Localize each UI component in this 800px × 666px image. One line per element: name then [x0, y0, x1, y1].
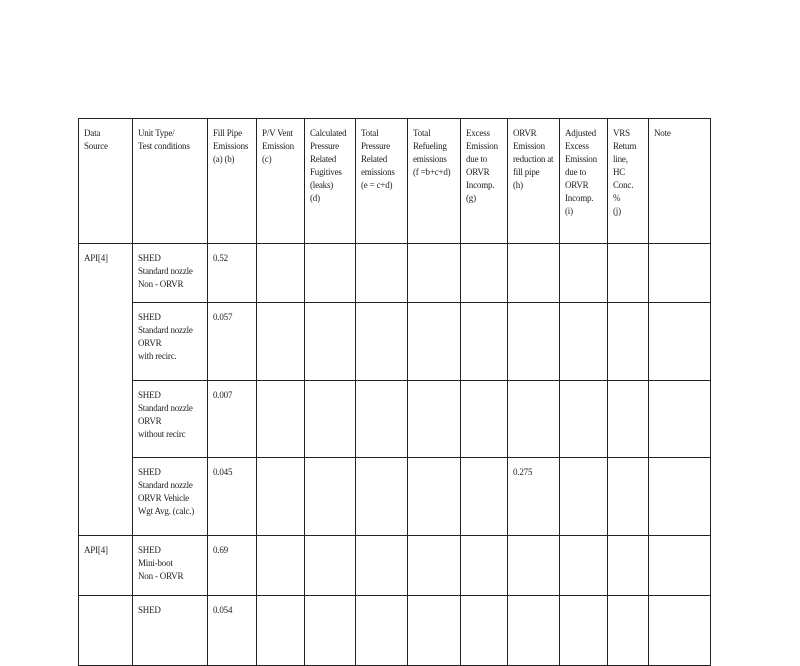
orvr-reduction-cell [507, 595, 560, 666]
table-row: SHED Standard nozzle ORVR without recirc… [79, 380, 711, 458]
unit-type-cell: SHED Standard nozzle ORVR Vehicle Wgt Av… [132, 457, 208, 536]
header-cell: VRS Return line, HC Conc. % (j) [607, 118, 649, 244]
orvr-reduction-cell: 0.275 [507, 457, 560, 536]
header-cell: Total Refueling emissions (f =b+c+d) [407, 118, 461, 244]
fill-pipe-cell: 0.52 [207, 243, 257, 303]
header-cell: Calculated Pressure Related Fugitives (l… [304, 118, 356, 244]
header-cell: Note [648, 118, 711, 244]
orvr-reduction-cell [507, 302, 560, 381]
header-cell: ORVR Emission reduction at fill pipe (h) [507, 118, 560, 244]
table-row: API[4] SHED Standard nozzle Non - ORVR 0… [78, 243, 711, 536]
unit-type-cell: SHED [132, 595, 208, 666]
fill-pipe-cell: 0.057 [207, 302, 257, 381]
fill-pipe-cell: 0.007 [207, 380, 257, 458]
data-source-cell [78, 595, 133, 666]
header-cell: P/V Vent Emission (c) [256, 118, 305, 244]
orvr-reduction-cell [507, 535, 560, 596]
unit-type-cell: SHED Standard nozzle ORVR with recirc. [132, 302, 208, 381]
orvr-reduction-cell [507, 243, 560, 303]
fill-pipe-cell: 0.69 [207, 535, 257, 596]
table-row: SHED 0.054 [78, 595, 711, 666]
unit-type-cell: SHED Standard nozzle Non - ORVR [132, 243, 208, 303]
orvr-reduction-cell [507, 380, 560, 458]
unit-type-cell: SHED Standard nozzle ORVR without recirc [132, 380, 208, 458]
header-cell: Fill Pipe Emissions (a) (b) [207, 118, 257, 244]
table-row: SHED Standard nozzle ORVR Vehicle Wgt Av… [79, 457, 711, 536]
unit-type-cell: SHED Mini-boot Non - ORVR [132, 535, 208, 596]
header-cell: Total Pressure Related emissions (e = c+… [355, 118, 408, 244]
fill-pipe-cell: 0.045 [207, 457, 257, 536]
header-row: Data Source Unit Type/ Test conditions F… [78, 118, 711, 244]
data-source-cell: API[4] [78, 243, 133, 536]
header-cell: Adjusted Excess Emission due to ORVR Inc… [559, 118, 608, 244]
header-cell: Excess Emission due to ORVR Incomp. (g) [460, 118, 508, 244]
fill-pipe-cell: 0.054 [207, 595, 257, 666]
emissions-table: Data Source Unit Type/ Test conditions F… [78, 118, 711, 666]
table-row: API[4] SHED Mini-boot Non - ORVR 0.69 [78, 535, 711, 596]
data-source-cell: API[4] [78, 535, 133, 596]
header-cell: Unit Type/ Test conditions [132, 118, 208, 244]
table-row: SHED Standard nozzle ORVR with recirc. 0… [79, 302, 711, 381]
header-cell: Data Source [78, 118, 133, 244]
